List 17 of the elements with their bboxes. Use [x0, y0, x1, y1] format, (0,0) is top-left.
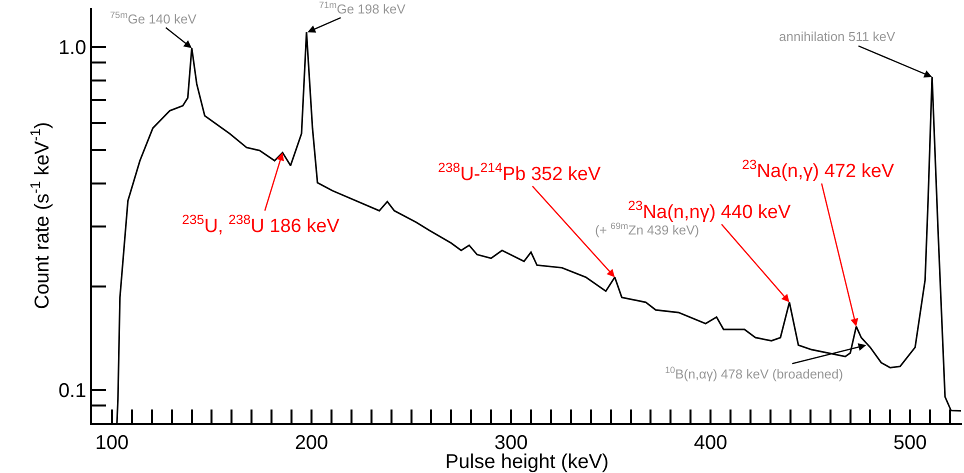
- x-tick-label: 100: [95, 432, 129, 454]
- x-tick-label: 500: [893, 432, 927, 454]
- annotation: $^{23}$Na(n,γ) 472 keV: [742, 157, 894, 182]
- y-tick-label: 1.0: [58, 37, 86, 60]
- x-tick-label: 400: [694, 432, 728, 454]
- annotation: (+ $^{69m}$Zn 439 keV): [595, 221, 700, 238]
- annotation: annihilation 511 keV: [779, 29, 896, 44]
- annotation: $^{238}$U-$^{214}$Pb 352 keV: [438, 160, 601, 185]
- annotation: $^{235}$U, $^{238}$U 186 keV: [182, 212, 340, 237]
- annotation: $^{10}$B(n,αγ) 478 keV (broadened): [665, 365, 844, 382]
- annotation: $^{23}$Na(n,nγ) 440 keV: [628, 198, 791, 223]
- annotation: $^{75m}$Ge 140 keV: [110, 10, 197, 26]
- y-tick-label: 0.1: [58, 380, 86, 402]
- annotation: $^{71m}$Ge 198 keV: [319, 0, 406, 16]
- x-axis-title: Pulse height (keV): [445, 451, 609, 473]
- x-tick-label: 300: [494, 432, 528, 454]
- x-tick-label: 200: [294, 432, 328, 454]
